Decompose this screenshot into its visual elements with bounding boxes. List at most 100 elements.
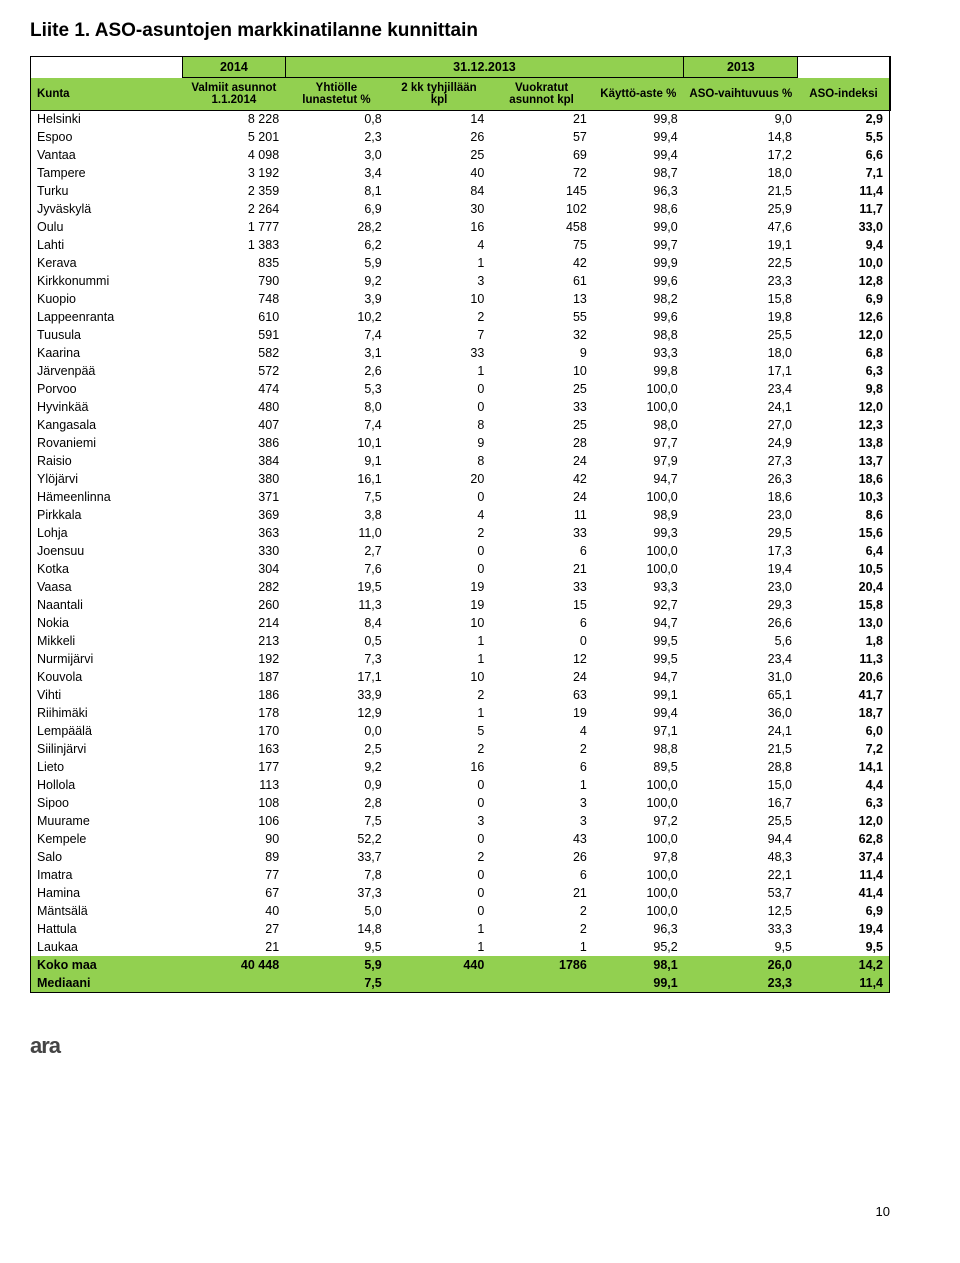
cell: 21,5: [684, 740, 798, 758]
cell: 10: [388, 614, 491, 632]
table-row: Lahti1 3836,247599,719,19,4: [31, 236, 890, 254]
cell-kunta: Pirkkala: [31, 506, 183, 524]
cell: 7,6: [285, 560, 388, 578]
cell: 27,3: [684, 452, 798, 470]
cell: 99,8: [593, 362, 684, 380]
cell: 304: [183, 560, 286, 578]
summary-row: Mediaani7,599,123,311,4: [31, 974, 890, 993]
cell: 1: [388, 254, 491, 272]
table-row: Mäntsälä405,002100,012,56,9: [31, 902, 890, 920]
cell: 15,0: [684, 776, 798, 794]
cell: 371: [183, 488, 286, 506]
cell: 98,6: [593, 200, 684, 218]
table-row: Jyväskylä2 2646,93010298,625,911,7: [31, 200, 890, 218]
cell: 8,4: [285, 614, 388, 632]
cell: 835: [183, 254, 286, 272]
cell-kunta: Lohja: [31, 524, 183, 542]
table-row: Kerava8355,914299,922,510,0: [31, 254, 890, 272]
table-row: Järvenpää5722,611099,817,16,3: [31, 362, 890, 380]
cell: 0: [388, 542, 491, 560]
cell: 98,9: [593, 506, 684, 524]
table-row: Lappeenranta61010,225599,619,812,6: [31, 308, 890, 326]
cell: 10,2: [285, 308, 388, 326]
table-row: Lohja36311,023399,329,515,6: [31, 524, 890, 542]
col-7: ASO-indeksi: [798, 78, 890, 111]
cell: 48,3: [684, 848, 798, 866]
col-5: Käyttö-aste %: [593, 78, 684, 111]
cell: 8,6: [798, 506, 890, 524]
cell: 92,7: [593, 596, 684, 614]
cell: 25: [490, 416, 593, 434]
cell: 8: [388, 452, 491, 470]
cell: 7,4: [285, 326, 388, 344]
cell: 18,0: [684, 164, 798, 182]
table-row: Hattula2714,81296,333,319,4: [31, 920, 890, 938]
cell: 98,0: [593, 416, 684, 434]
cell: 17,2: [684, 146, 798, 164]
table-row: Raisio3849,182497,927,313,7: [31, 452, 890, 470]
cell: 26,0: [684, 956, 798, 974]
cell: 7,5: [285, 812, 388, 830]
cell: 98,1: [593, 956, 684, 974]
cell: 384: [183, 452, 286, 470]
cell: 21: [490, 560, 593, 578]
cell: 65,1: [684, 686, 798, 704]
cell: 386: [183, 434, 286, 452]
table-row: Kuopio7483,9101398,215,86,9: [31, 290, 890, 308]
cell: 19,4: [798, 920, 890, 938]
cell: 0: [388, 380, 491, 398]
cell: 3,0: [285, 146, 388, 164]
cell: 14,2: [798, 956, 890, 974]
cell: 6,9: [798, 290, 890, 308]
cell: 13,8: [798, 434, 890, 452]
cell: 0: [388, 884, 491, 902]
cell: 2: [388, 308, 491, 326]
cell: 106: [183, 812, 286, 830]
cell: 28,8: [684, 758, 798, 776]
cell: 572: [183, 362, 286, 380]
table-row: Turku2 3598,18414596,321,511,4: [31, 182, 890, 200]
cell-kunta: Hämeenlinna: [31, 488, 183, 506]
cell: 0: [388, 560, 491, 578]
cell: 1: [388, 650, 491, 668]
cell: 99,9: [593, 254, 684, 272]
cell: 102: [490, 200, 593, 218]
cell: 29,3: [684, 596, 798, 614]
cell: 9,5: [285, 938, 388, 956]
cell-kunta: Kempele: [31, 830, 183, 848]
cell: 7: [388, 326, 491, 344]
cell: 2: [388, 686, 491, 704]
cell: 369: [183, 506, 286, 524]
cell: 1: [388, 938, 491, 956]
cell-kunta: Laukaa: [31, 938, 183, 956]
cell: 2: [388, 740, 491, 758]
cell: 3: [490, 794, 593, 812]
table-row: Lempäälä1700,05497,124,16,0: [31, 722, 890, 740]
cell: 610: [183, 308, 286, 326]
cell: 30: [388, 200, 491, 218]
cell: 12: [490, 650, 593, 668]
cell: 13,0: [798, 614, 890, 632]
cell: 26,6: [684, 614, 798, 632]
cell: 2,6: [285, 362, 388, 380]
cell-kunta: Sipoo: [31, 794, 183, 812]
cell: 99,6: [593, 308, 684, 326]
cell: 62,8: [798, 830, 890, 848]
cell: 97,1: [593, 722, 684, 740]
cell: 15: [490, 596, 593, 614]
cell: 89: [183, 848, 286, 866]
cell: 27: [183, 920, 286, 938]
cell: 16: [388, 218, 491, 236]
cell: 20,4: [798, 578, 890, 596]
cell: 15,8: [798, 596, 890, 614]
cell: 97,7: [593, 434, 684, 452]
cell: 0: [388, 488, 491, 506]
cell: [183, 974, 286, 993]
cell: 9,2: [285, 272, 388, 290]
cell: 14: [388, 110, 491, 128]
cell: 99,5: [593, 650, 684, 668]
cell: 28,2: [285, 218, 388, 236]
cell: 6: [490, 542, 593, 560]
cell: 33: [490, 524, 593, 542]
cell-kunta: Kotka: [31, 560, 183, 578]
